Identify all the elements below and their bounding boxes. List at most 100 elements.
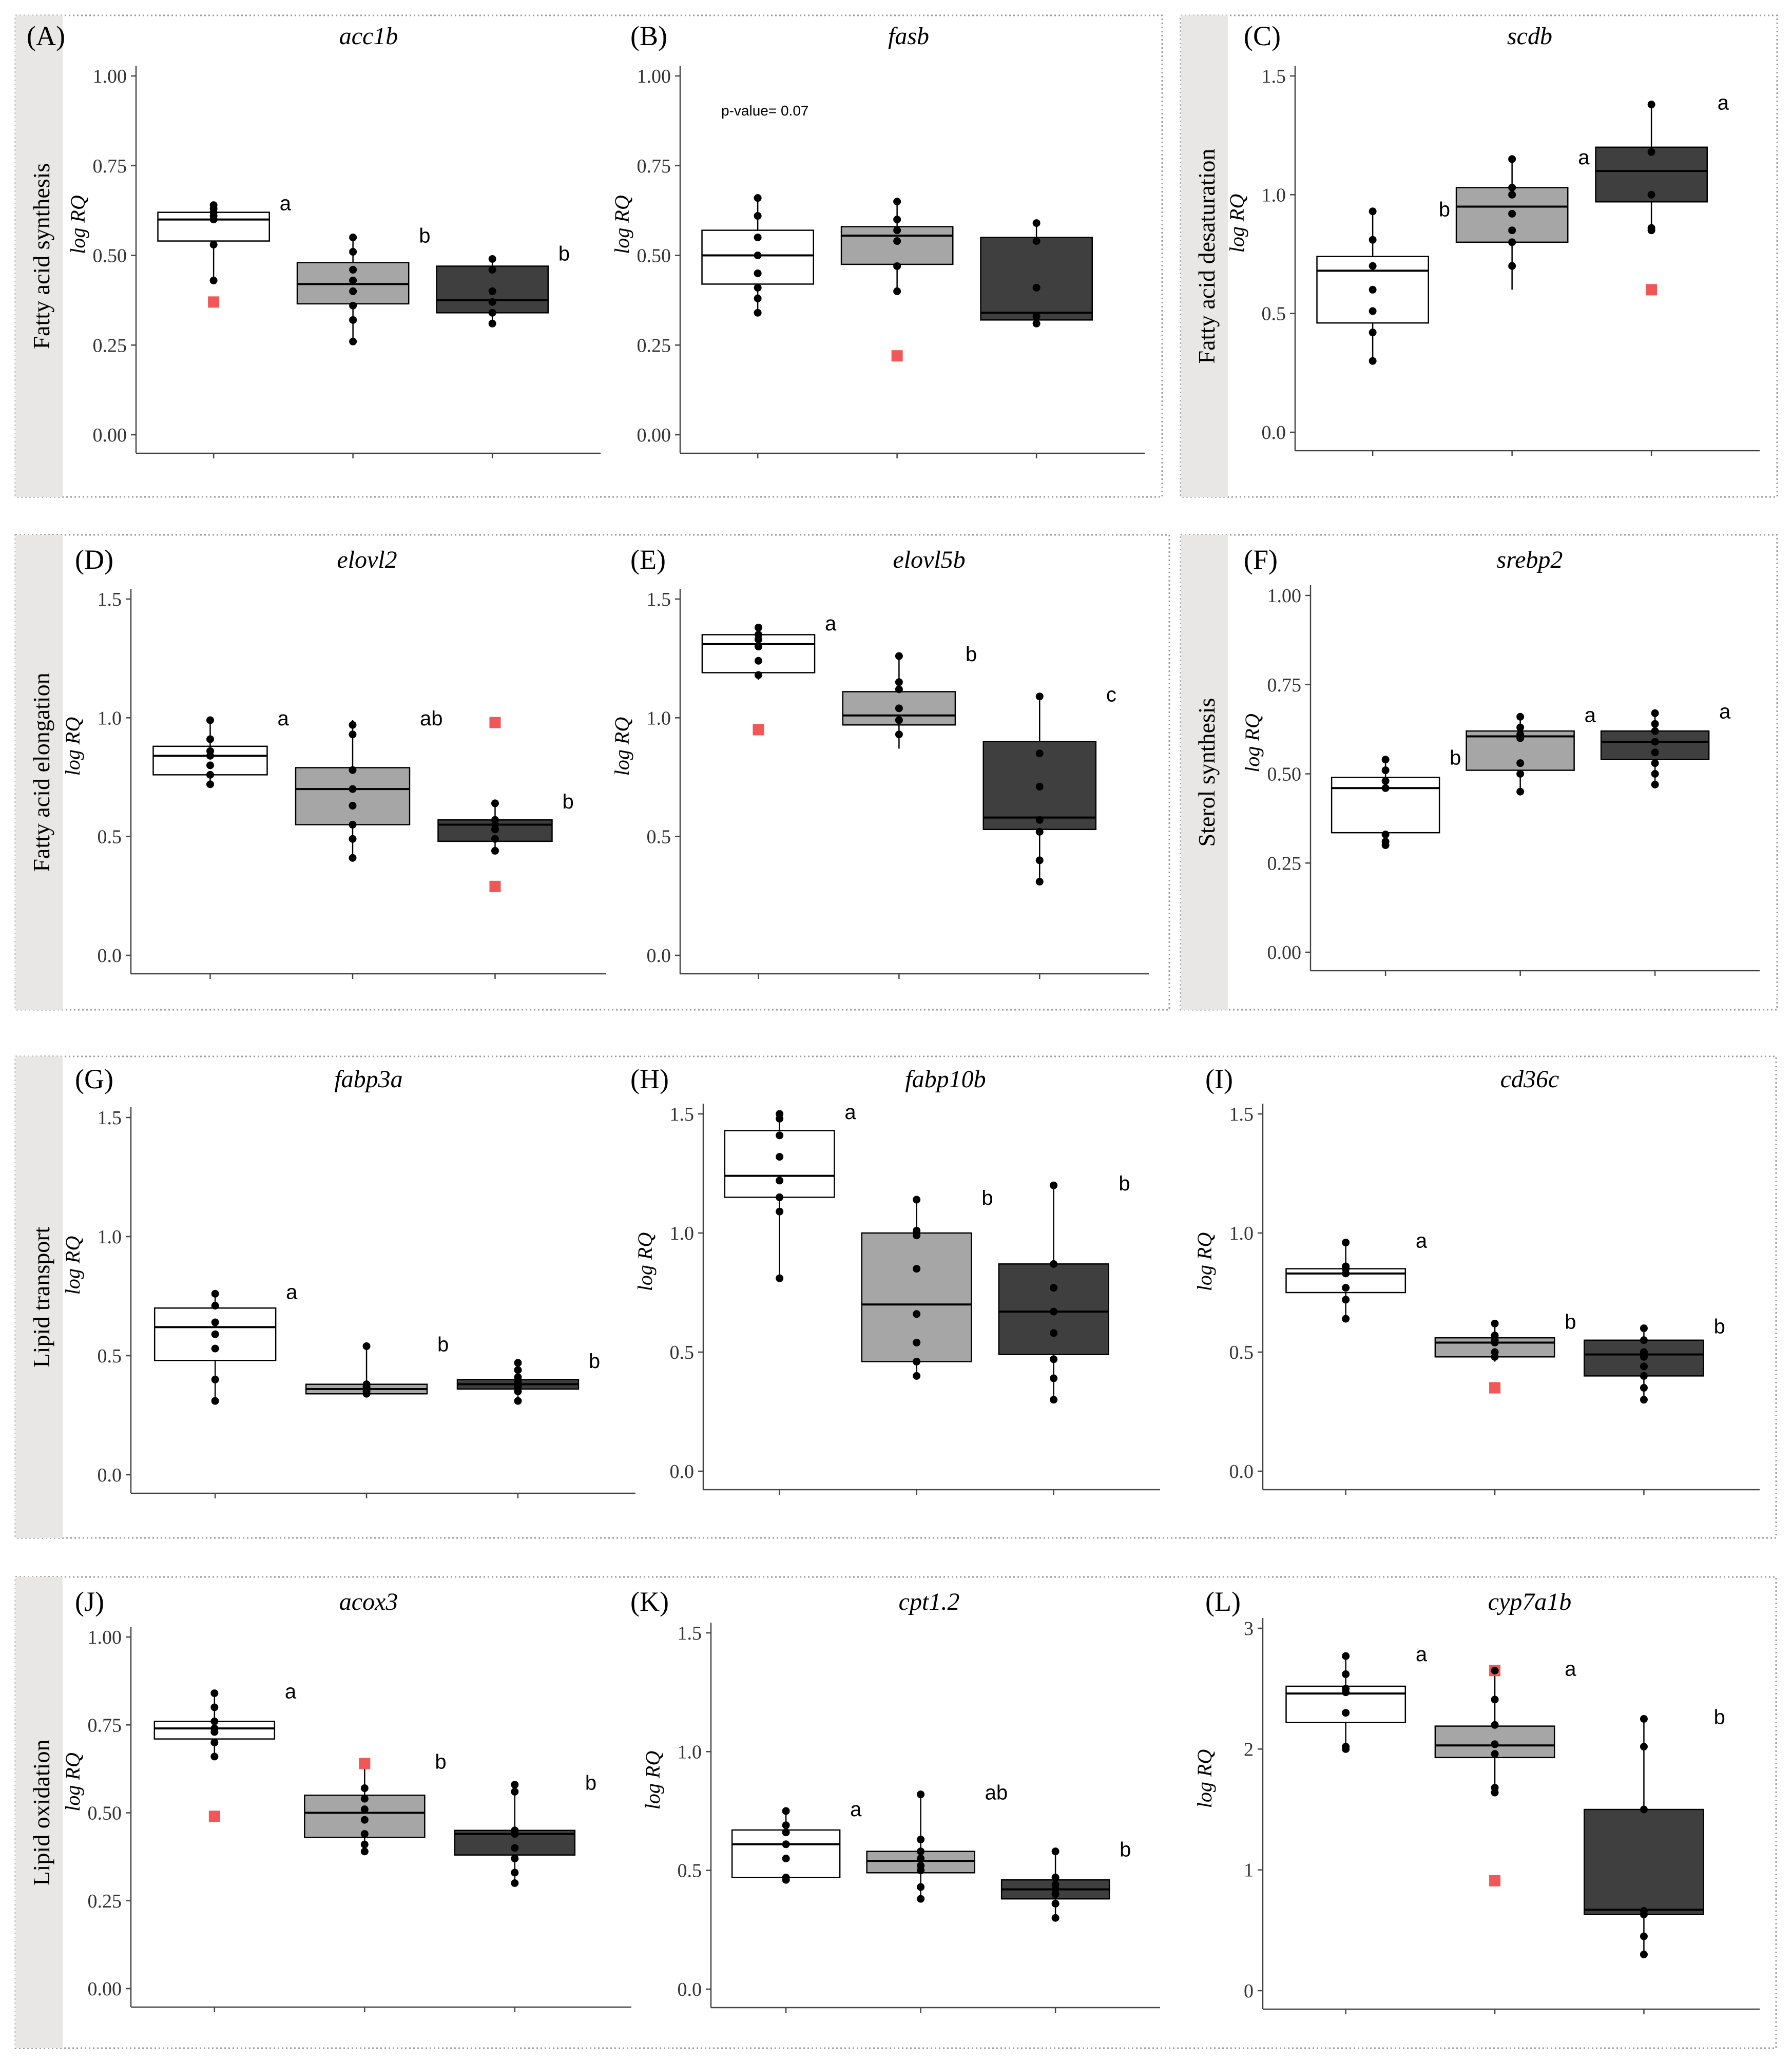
data-point <box>1033 284 1040 292</box>
y-tick-label: 0.75 <box>637 156 671 177</box>
data-point <box>1648 226 1655 234</box>
panel-letter: (L) <box>1205 1586 1241 1617</box>
data-point <box>895 685 903 693</box>
data-point <box>1036 783 1044 791</box>
data-point <box>206 771 214 779</box>
y-axis-label: log RQ <box>66 195 89 254</box>
y-axis-label: log RQ <box>61 1752 84 1812</box>
data-point <box>1369 236 1377 244</box>
significance-letter: b <box>589 1350 600 1373</box>
data-point <box>1036 828 1044 836</box>
data-point <box>210 1704 218 1711</box>
data-point <box>511 1844 518 1852</box>
data-point <box>349 316 357 324</box>
data-point <box>210 1728 218 1736</box>
y-tick-label: 1.0 <box>98 1226 122 1248</box>
data-point <box>1052 1900 1059 1908</box>
data-point <box>913 1265 920 1273</box>
data-point <box>1342 1315 1350 1323</box>
data-point <box>895 652 903 660</box>
group-title: Fatty acid desaturation <box>1193 149 1220 364</box>
significance-letter: b <box>1439 199 1450 221</box>
data-point <box>1382 841 1390 849</box>
data-point <box>349 730 356 738</box>
y-tick-label: 0.50 <box>637 245 671 267</box>
data-point <box>1648 101 1655 108</box>
chart-panel: (J) acox3 0.00 0.25 0.50 0.75 1.00 log RQ a b b <box>61 1586 631 2012</box>
data-point <box>1342 1652 1350 1660</box>
data-point <box>349 277 357 284</box>
data-point <box>776 1275 783 1282</box>
data-point <box>1342 1284 1350 1292</box>
data-point <box>211 1319 219 1326</box>
data-point <box>1036 692 1044 700</box>
data-point <box>1640 1743 1648 1750</box>
data-point <box>489 266 496 274</box>
y-tick-label: 0.0 <box>670 1461 695 1482</box>
data-point <box>1491 1789 1499 1797</box>
data-point <box>514 1397 522 1405</box>
significance-letter: b <box>1714 1316 1725 1338</box>
data-point <box>1508 210 1516 218</box>
panel-letter: (I) <box>1205 1064 1233 1094</box>
data-point <box>1033 219 1040 227</box>
data-point <box>776 1177 783 1184</box>
data-point <box>754 252 762 259</box>
chart-panel: (L) cyp7a1b 0 1 2 3 log RQ a a b <box>1193 1586 1760 2014</box>
data-point <box>754 309 762 317</box>
significance-letter: b <box>585 1772 596 1795</box>
panel-letter: (J) <box>75 1586 104 1617</box>
data-point <box>895 704 903 712</box>
y-tick-label: 0.5 <box>1229 1342 1254 1363</box>
data-point <box>1651 709 1659 717</box>
significance-letter: b <box>1714 1706 1725 1729</box>
data-point <box>776 1131 783 1139</box>
y-tick-label: 0.75 <box>88 1715 122 1736</box>
data-point <box>210 277 218 284</box>
y-tick-label: 1.00 <box>637 66 671 87</box>
panel-gene-title: acox3 <box>339 1588 398 1615</box>
y-tick-label: 1.0 <box>678 1741 702 1763</box>
y-axis-label: log RQ <box>1241 714 1264 773</box>
panel-gene-title: fabp3a <box>334 1066 402 1093</box>
data-point <box>895 678 903 686</box>
data-point <box>489 298 496 306</box>
data-point <box>211 1376 219 1383</box>
data-point <box>782 1807 790 1815</box>
outlier-marker <box>489 717 500 728</box>
data-point <box>917 1790 924 1798</box>
data-point <box>776 1153 783 1161</box>
y-tick-label: 1.00 <box>93 66 127 87</box>
data-point <box>1369 207 1377 215</box>
data-point <box>893 216 901 223</box>
data-point <box>1342 1745 1350 1753</box>
data-point <box>349 266 357 274</box>
significance-letter: a <box>1416 1230 1428 1253</box>
data-point <box>1491 1353 1499 1361</box>
chart-panel: (E) elovl5b0.00.51.01.5log RQabc <box>610 544 1149 979</box>
data-point <box>1651 720 1659 728</box>
data-point <box>776 1115 783 1123</box>
y-tick-label: 0.5 <box>670 1342 695 1363</box>
y-tick-label: 0 <box>1244 1980 1254 2002</box>
panel-letter: (G) <box>75 1064 113 1094</box>
data-point <box>511 1788 518 1796</box>
outlier-marker <box>1489 1382 1500 1394</box>
data-point <box>913 1372 920 1380</box>
y-tick-label: 1.5 <box>98 589 122 610</box>
significance-letter: a <box>286 1281 298 1303</box>
data-point <box>363 1342 371 1350</box>
data-point <box>1050 1396 1057 1403</box>
data-point <box>361 1847 369 1855</box>
y-tick-label: 0.00 <box>1267 942 1302 964</box>
data-point <box>754 269 762 277</box>
y-axis-label: log RQ <box>610 717 633 776</box>
data-point <box>349 234 357 241</box>
data-point <box>782 1840 790 1848</box>
y-tick-label: 0.5 <box>678 1860 702 1882</box>
group-title: Fatty acid elongation <box>28 672 54 872</box>
data-point <box>1651 781 1659 788</box>
y-tick-label: 0.0 <box>647 945 671 967</box>
figure: Fatty acid synthesis Fatty acid desaturat… <box>0 0 1792 2061</box>
data-point <box>210 1689 218 1697</box>
